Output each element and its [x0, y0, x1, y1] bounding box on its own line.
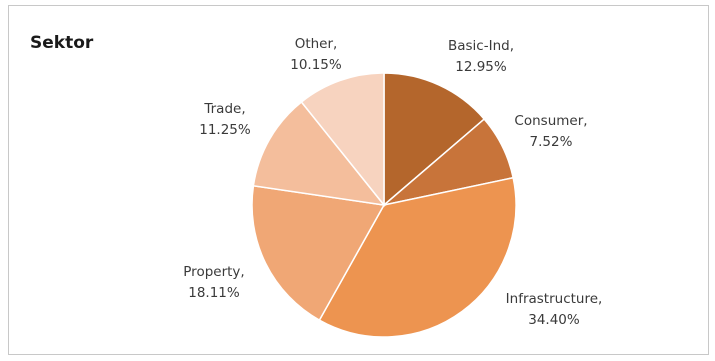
data-label-property: Property, 18.11% — [183, 264, 244, 301]
pie-slice-infrastructure — [318, 176, 517, 338]
data-label-basic-ind: Basic-Ind, 12.95% — [448, 38, 514, 75]
pie-slice-basic-ind — [383, 72, 486, 207]
data-label-other: Other, 10.15% — [290, 36, 342, 73]
data-label-consumer: Consumer, 7.52% — [514, 113, 587, 150]
chart-title: Sektor — [30, 33, 94, 53]
pie-slice-trade — [252, 100, 386, 207]
pie-slice-other — [300, 72, 385, 208]
data-label-trade: Trade, 11.25% — [199, 101, 251, 138]
pie-slice-property — [251, 184, 386, 322]
data-label-infrastructure: Infrastructure, 34.40% — [506, 291, 603, 328]
